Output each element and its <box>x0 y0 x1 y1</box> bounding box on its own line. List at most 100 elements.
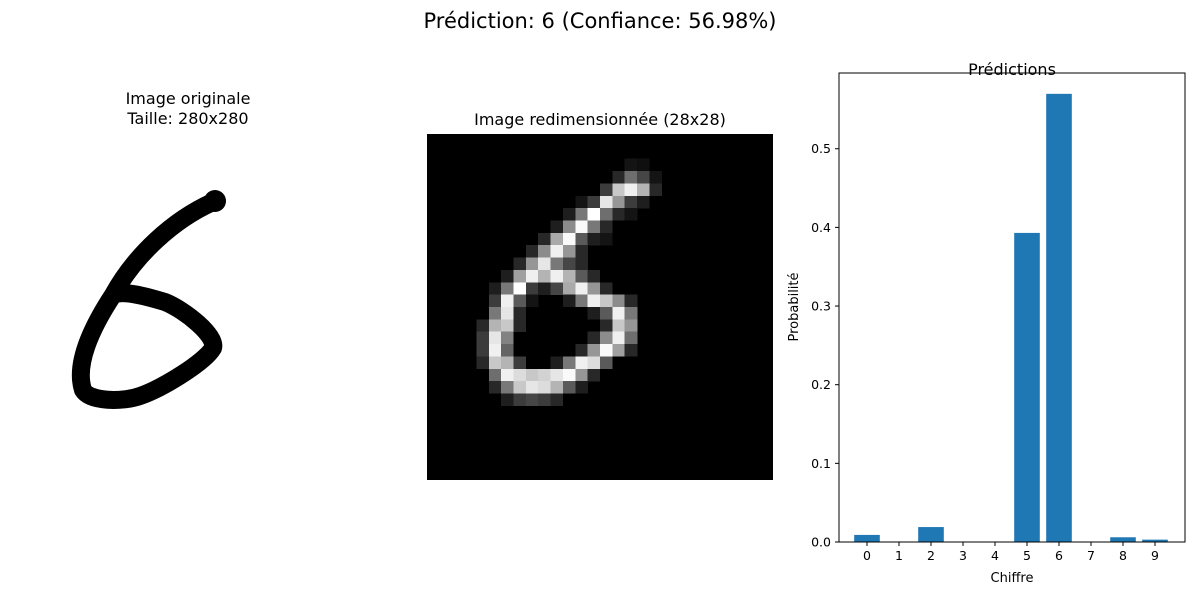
pixel <box>600 183 613 197</box>
bar-9 <box>1142 539 1168 542</box>
x-tick-label: 1 <box>895 548 903 563</box>
pixel <box>513 356 527 370</box>
pixel <box>624 195 638 209</box>
pixel <box>538 245 551 258</box>
resized-pixel-grid <box>476 158 663 407</box>
pixel <box>488 356 502 370</box>
pixel <box>600 232 613 246</box>
pixel <box>600 195 613 209</box>
pixel <box>612 294 625 308</box>
x-tick-label: 3 <box>959 548 967 563</box>
pixel <box>501 331 514 345</box>
pixel <box>612 171 625 184</box>
y-tick-label: 0.3 <box>811 299 831 314</box>
pixel <box>476 356 490 370</box>
pixel <box>649 171 663 184</box>
pixel <box>600 356 613 370</box>
pixel <box>587 232 601 246</box>
pixel <box>624 171 638 184</box>
pixel <box>575 356 588 370</box>
pixel <box>600 282 613 295</box>
pixel <box>562 282 576 295</box>
pixel <box>550 393 564 407</box>
pixel <box>488 294 502 308</box>
pixel <box>538 393 551 407</box>
y-tick-label: 0.5 <box>811 141 831 156</box>
pixel <box>637 195 650 209</box>
pixel <box>624 331 638 345</box>
pixel <box>501 344 514 357</box>
plot-frame <box>838 72 1186 543</box>
pixel <box>624 208 638 221</box>
bar-0 <box>854 534 880 542</box>
pixel <box>501 294 514 308</box>
pixel <box>587 331 601 345</box>
pixel <box>612 183 625 197</box>
pixel <box>587 294 601 308</box>
pixel <box>612 319 625 332</box>
pixel <box>538 257 551 271</box>
pixel <box>513 269 527 283</box>
pixel <box>550 232 564 246</box>
pixel <box>550 245 564 258</box>
y-tick-label: 0.4 <box>811 220 831 235</box>
bar-2 <box>918 527 944 542</box>
pixel <box>587 356 601 370</box>
bar-8 <box>1110 537 1136 542</box>
x-tick-label: 9 <box>1151 548 1159 563</box>
pixel <box>575 220 588 234</box>
pixel <box>575 368 588 382</box>
original-digit-image <box>71 190 226 409</box>
pixel <box>600 220 613 234</box>
pixel <box>488 319 502 332</box>
pixel <box>624 307 638 320</box>
pixel <box>525 269 539 283</box>
x-tick-label: 6 <box>1055 548 1063 563</box>
pixel <box>575 232 588 246</box>
pixel <box>562 245 576 258</box>
pixel <box>525 282 539 295</box>
y-axis-label: Probabilité <box>787 272 802 341</box>
pixel <box>624 344 638 357</box>
original-title-line2: Taille: 280x280 <box>127 109 249 128</box>
pixel <box>575 294 588 308</box>
pixel <box>575 245 588 258</box>
pixel <box>612 331 625 345</box>
figure-title: Prédiction: 6 (Confiance: 56.98%) <box>423 9 777 33</box>
pixel <box>575 381 588 394</box>
pixel <box>513 381 527 394</box>
x-tick-label: 5 <box>1023 548 1031 563</box>
pixel <box>587 269 601 283</box>
pixel <box>637 171 650 184</box>
y-tick-label: 0.0 <box>811 535 831 550</box>
pixel <box>550 282 564 295</box>
pixel <box>562 368 576 382</box>
pixel <box>587 208 601 221</box>
pixel <box>587 368 601 382</box>
x-ticks-group: 0 1 2 3 4 5 6 7 8 9 <box>863 542 1159 563</box>
pixel <box>587 195 601 209</box>
pixel <box>575 208 588 221</box>
pixel <box>550 269 564 283</box>
pixel <box>600 294 613 308</box>
pixel <box>525 393 539 407</box>
pixel <box>513 307 527 320</box>
y-tick-label: 0.2 <box>811 377 831 392</box>
pixel <box>562 269 576 283</box>
pixel <box>501 393 514 407</box>
pixel <box>488 368 502 382</box>
pixel <box>538 381 551 394</box>
pixel <box>600 208 613 221</box>
x-tick-label: 8 <box>1119 548 1127 563</box>
pixel <box>538 282 551 295</box>
digit-stroke-end <box>204 190 226 212</box>
pixel <box>562 381 576 394</box>
pixel <box>562 208 576 221</box>
pixel <box>624 319 638 332</box>
pixel <box>562 294 576 308</box>
pixel <box>513 257 527 271</box>
pixel <box>562 220 576 234</box>
pixel <box>612 307 625 320</box>
pixel <box>562 232 576 246</box>
pixel <box>501 356 514 370</box>
